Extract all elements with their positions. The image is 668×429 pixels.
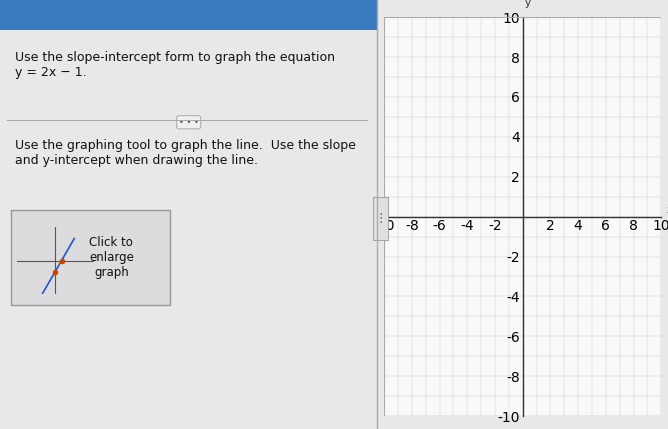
Text: y: y: [524, 0, 530, 8]
Text: x: x: [667, 205, 668, 214]
FancyBboxPatch shape: [0, 0, 377, 30]
Text: Click to
enlarge
graph: Click to enlarge graph: [89, 236, 134, 279]
Text: ⋮: ⋮: [375, 212, 387, 225]
Text: Use the slope-intercept form to graph the equation
y = 2x − 1.: Use the slope-intercept form to graph th…: [15, 51, 335, 79]
Text: • • •: • • •: [179, 118, 198, 127]
Text: Use the graphing tool to graph the line.  Use the slope
and y-intercept when dra: Use the graphing tool to graph the line.…: [15, 139, 356, 167]
FancyBboxPatch shape: [11, 210, 170, 305]
